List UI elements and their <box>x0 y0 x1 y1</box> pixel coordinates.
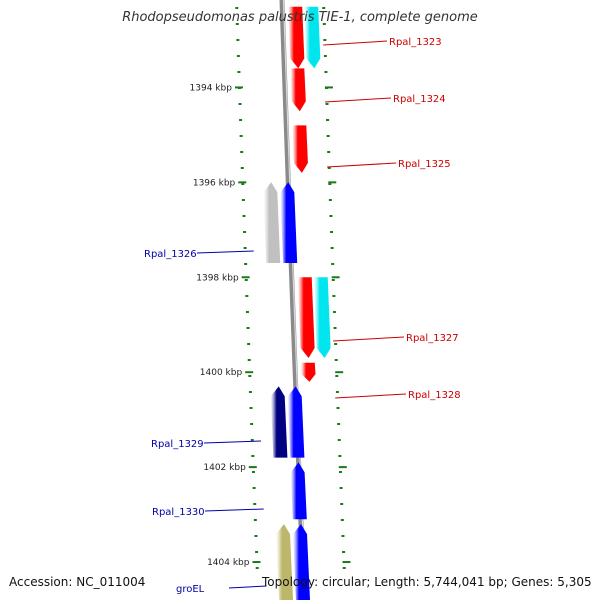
gene-arrow <box>288 6 305 69</box>
gene-label-leader <box>335 393 407 399</box>
gene-label-leader <box>204 508 264 512</box>
gene-label: Rpal_1323 <box>389 37 442 48</box>
scale-label: 1394 kbp <box>190 83 233 93</box>
accession-text: Accession: NC_011004 <box>9 575 146 589</box>
gene-arrow <box>293 524 310 600</box>
gene-label-leader <box>325 97 392 103</box>
feature-bar <box>304 6 321 69</box>
scale-label: 1398 kbp <box>196 273 239 283</box>
gene-label: Rpal_1329 <box>151 439 204 450</box>
gene-arrow <box>292 125 308 173</box>
scale-label: 1404 kbp <box>207 558 250 568</box>
gene-label: Rpal_1330 <box>152 507 205 518</box>
gene-label-leader <box>327 162 397 168</box>
gene-label-leader <box>203 440 262 444</box>
gene-arrow <box>297 277 315 358</box>
feature-bar <box>263 182 281 263</box>
gene-label: groEL <box>176 584 205 595</box>
gene-label: Rpal_1327 <box>406 333 459 344</box>
map-title: Rhodopseudomonas palustris TIE-1, comple… <box>122 10 478 25</box>
gene-label: Rpal_1325 <box>398 159 451 170</box>
gene-arrow <box>280 182 298 263</box>
gene-arrow <box>300 362 316 382</box>
gene-label: Rpal_1328 <box>408 390 461 401</box>
feature-bar <box>270 386 288 458</box>
scale-label: 1402 kbp <box>203 463 246 473</box>
topology-text: Topology: circular; Length: 5,744,041 bp… <box>262 575 592 589</box>
scale-label: 1400 kbp <box>200 368 243 378</box>
feature-bar <box>276 524 293 600</box>
gene-arrow <box>287 386 305 458</box>
feature-bar <box>313 277 331 358</box>
gene-label: Rpal_1326 <box>144 249 197 260</box>
gene-label: Rpal_1324 <box>393 94 446 105</box>
gene-label-leader <box>333 336 405 342</box>
gene-arrow <box>290 462 307 520</box>
gene-arrow <box>290 68 306 112</box>
gene-label-leader <box>323 40 388 46</box>
gene-label-leader <box>228 585 267 589</box>
scale-label: 1396 kbp <box>193 178 236 188</box>
gene-label-leader <box>196 250 254 254</box>
